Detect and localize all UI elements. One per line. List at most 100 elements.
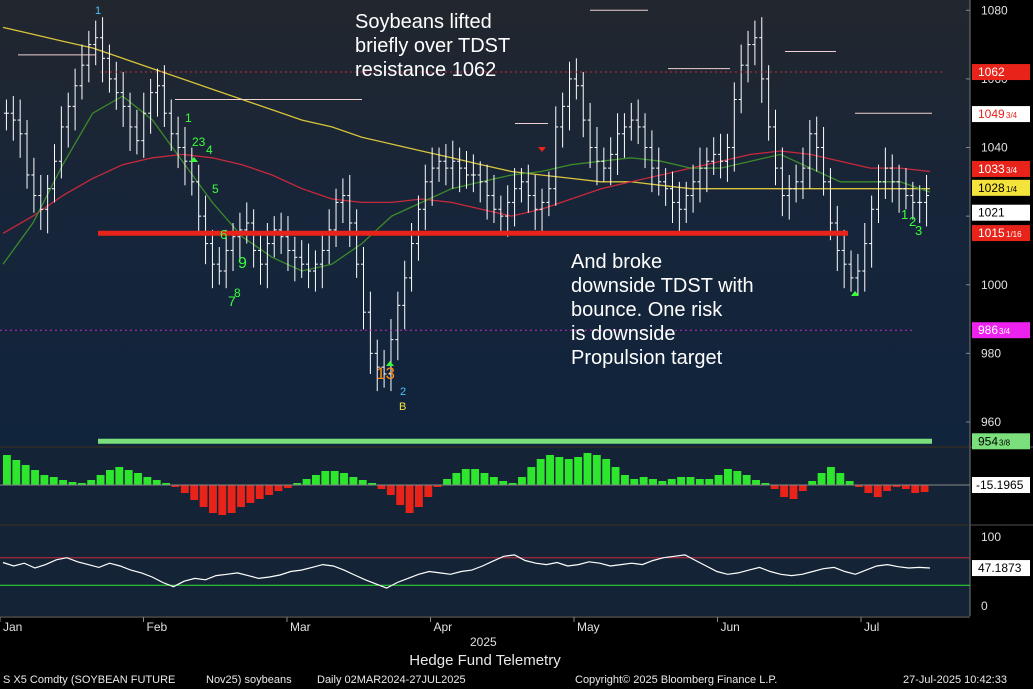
momentum-bar [424,485,433,497]
momentum-bar [3,455,11,485]
momentum-bar [883,485,892,491]
momentum-bar [621,475,629,485]
momentum-bar [714,475,723,485]
momentum-bar [892,485,901,487]
momentum-bar [199,485,208,507]
momentum-bar [265,485,274,495]
annotation-line: resistance 1062 [355,59,497,81]
momentum-bar [386,485,395,495]
month-label: Apr [434,620,453,634]
price-marker [972,225,1030,242]
price-marker-fraction: 3/8 [999,438,1011,447]
momentum-bar [845,481,854,485]
footer-instrument: S X5 Comdty (SOYBEAN FUTURE [3,674,176,686]
momentum-bar [227,485,236,513]
month-label: Mar [290,620,311,634]
annotation-line: downside TDST with [571,275,754,297]
td-count-label: 9 [238,255,247,272]
month-label: May [577,620,600,634]
momentum-bar [658,481,667,485]
momentum-bar [415,485,423,507]
footer-timestamp: 27-Jul-2025 10:42:33 [903,674,1007,686]
momentum-bar [695,479,704,485]
price-marker-fraction: 3/4 [1006,166,1018,175]
momentum-bar [433,485,442,487]
price-marker [972,179,1030,196]
momentum-bar [564,459,573,485]
momentum-bar [873,485,882,497]
month-label: Jun [721,620,740,634]
month-label: Feb [147,620,168,634]
rsi-tick-label: 100 [981,530,1001,544]
momentum-bar [555,457,564,485]
momentum-bar [349,477,358,485]
momentum-bar [583,453,592,485]
momentum-bar [489,477,498,485]
momentum-bar [77,483,86,485]
momentum-bar [396,485,405,505]
momentum-bar [508,483,517,485]
right-axis-bg [970,0,1033,616]
momentum-bar [667,479,676,485]
annotation-tdst-resistance: Soybeans lifted briefly over TDST resist… [355,10,510,82]
momentum-bar [630,479,639,485]
momentum-bar [705,479,714,485]
buy-arrow-icon [386,361,394,366]
momentum-bar [124,470,133,485]
month-label: Jul [864,620,879,634]
momentum-bar [733,471,742,485]
momentum-bar [405,485,414,513]
footer-contract: Nov25) soybeans [206,674,292,686]
momentum-bar [536,459,545,485]
annotation-line: briefly over TDST [355,35,511,57]
momentum-bar [480,473,489,485]
momentum-bar [49,477,58,485]
buy-arrow-icon [190,157,198,162]
td-count-label: 13 [376,364,395,383]
price-panel-bg [0,0,970,446]
momentum-bar [190,485,199,500]
price-marker-label: 1021 [978,206,1005,220]
momentum-bar [452,473,461,485]
momentum-bar [855,485,863,487]
momentum-bar [789,485,798,499]
price-marker-label: 1062 [978,65,1005,79]
momentum-bar [143,477,152,485]
price-marker-label: 986 [978,323,998,337]
price-marker-fraction: 3/4 [1006,111,1018,120]
momentum-bar [574,457,583,485]
td-count-label: B [399,401,406,413]
momentum-bar [471,469,480,485]
momentum-bar [115,467,124,485]
td-count-label: 3 [915,223,922,238]
momentum-bar [293,483,302,485]
annotation-line: bounce. One risk [571,299,723,321]
rsi-value-label: 47.1873 [978,561,1022,575]
momentum-bar [246,485,255,503]
momentum-bar [209,485,217,513]
td-count-label: 1 [901,207,908,222]
momentum-bar [171,485,180,487]
momentum-bar [443,479,451,485]
price-tick-label: 1000 [981,278,1008,292]
momentum-bar [12,460,21,485]
price-marker-label: 954 [978,434,998,448]
annotation-line: Propulsion target [571,347,723,369]
momentum-panel-bg [0,448,970,524]
momentum-bar [724,469,732,485]
momentum-bar [330,471,339,485]
momentum-bar [827,467,835,485]
price-marker [972,64,1030,81]
momentum-bar [817,473,826,485]
momentum-bar [770,485,779,489]
rsi-panel-bg [0,526,970,616]
td-count-label: 4 [206,143,213,157]
momentum-bar [808,481,817,485]
price-marker [972,322,1030,339]
price-marker [972,433,1030,450]
momentum-bar [649,479,657,485]
price-marker-fraction: 3/4 [999,327,1011,336]
momentum-bar [180,485,189,493]
momentum-bar [527,467,536,485]
